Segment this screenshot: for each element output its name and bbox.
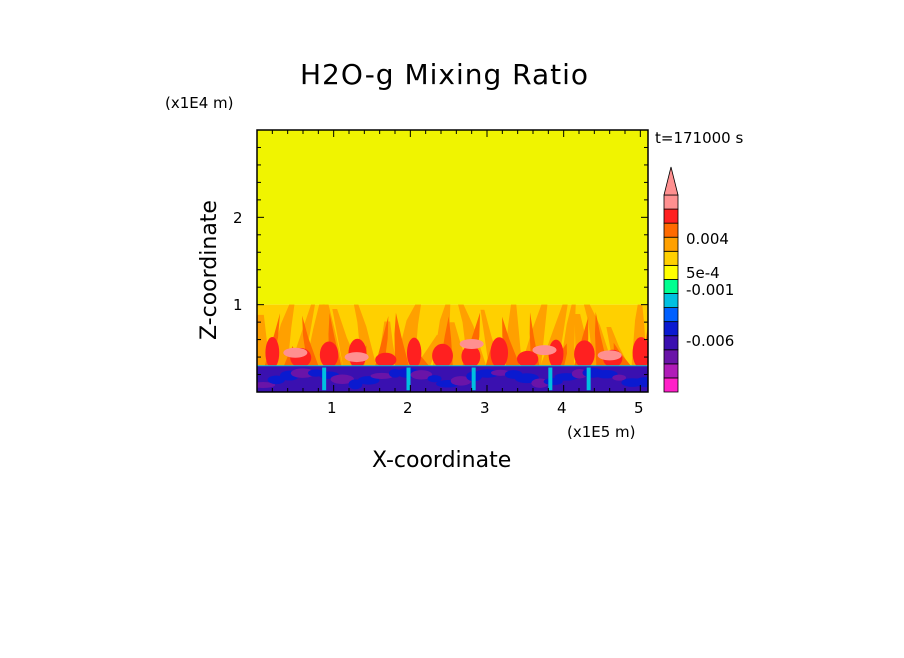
plume-max bbox=[432, 343, 453, 368]
colorbar-extend-arrow bbox=[663, 166, 679, 196]
bottom-patch bbox=[330, 374, 354, 384]
chart-title: H2O-g Mixing Ratio bbox=[300, 58, 590, 91]
bottom-patch bbox=[634, 377, 648, 388]
bottom-streak bbox=[406, 367, 411, 391]
colorbar-segment bbox=[663, 222, 679, 238]
colorbar-segment bbox=[663, 236, 679, 252]
bottom-patch bbox=[594, 369, 618, 379]
y-axis-unit: (x1E4 m) bbox=[165, 94, 234, 112]
x-tick-label: 2 bbox=[403, 399, 413, 417]
colorbar-segment bbox=[663, 194, 679, 210]
colorbar-segment bbox=[663, 307, 679, 323]
bottom-patch bbox=[427, 375, 442, 383]
bottom-patch bbox=[267, 375, 286, 385]
colorbar-segment bbox=[663, 321, 679, 337]
y-tick-label: 2 bbox=[233, 209, 243, 227]
plume-max bbox=[375, 352, 397, 367]
colorbar-segment bbox=[663, 279, 679, 294]
plume-max bbox=[406, 337, 422, 369]
colorbar-segment bbox=[663, 264, 679, 280]
field-upper-layer bbox=[257, 130, 648, 305]
colorbar-segment bbox=[663, 208, 679, 224]
bottom-patch bbox=[290, 368, 315, 378]
bottom-streak bbox=[586, 367, 591, 391]
x-axis-unit: (x1E5 m) bbox=[567, 423, 636, 441]
plume-max bbox=[574, 340, 595, 369]
colorbar-label: 0.004 bbox=[686, 230, 729, 248]
bottom-patch bbox=[612, 374, 627, 381]
plume-max bbox=[490, 337, 509, 369]
colorbar-segment bbox=[663, 377, 679, 393]
colorbar-segment bbox=[663, 335, 679, 351]
time-label: t=171000 s bbox=[655, 129, 744, 147]
x-axis-label: X-coordinate bbox=[372, 448, 512, 473]
plume-core bbox=[394, 312, 409, 366]
bottom-patch bbox=[257, 382, 276, 389]
colorbar-segment bbox=[663, 250, 679, 266]
colorbar-segment bbox=[663, 293, 679, 308]
plume-peak bbox=[459, 338, 484, 349]
colorbar-label: -0.006 bbox=[686, 332, 735, 350]
bottom-patch bbox=[410, 370, 433, 380]
plume-core bbox=[594, 311, 608, 366]
bottom-patch bbox=[450, 376, 472, 386]
bottom-streak bbox=[322, 367, 327, 391]
x-tick-label: 5 bbox=[634, 399, 644, 417]
plume-max bbox=[632, 337, 648, 369]
plume-band bbox=[353, 304, 377, 366]
colorbar-segment bbox=[663, 349, 679, 365]
bottom-streak bbox=[548, 367, 553, 391]
x-tick-label: 1 bbox=[327, 399, 337, 417]
plume-max bbox=[461, 345, 481, 368]
bottom-patch bbox=[357, 376, 380, 385]
bottom-patch bbox=[370, 372, 394, 380]
plume-peak bbox=[283, 347, 308, 358]
y-tick-label: 1 bbox=[233, 296, 243, 314]
bottom-streak bbox=[471, 367, 476, 391]
plume-max bbox=[265, 336, 280, 369]
plume-band bbox=[458, 304, 487, 366]
plume-peak bbox=[532, 345, 557, 356]
plume-max bbox=[319, 341, 339, 369]
x-tick-label: 3 bbox=[480, 399, 490, 417]
plume-peak bbox=[344, 352, 369, 363]
plume-peak bbox=[597, 350, 622, 361]
colorbar-label: -0.001 bbox=[686, 281, 735, 299]
y-axis-label: Z-coordinate bbox=[197, 200, 222, 340]
plume-max bbox=[516, 350, 539, 368]
colorbar-segment bbox=[663, 363, 679, 379]
x-tick-label: 4 bbox=[557, 399, 567, 417]
heatmap-field bbox=[257, 130, 648, 392]
colorbar-label: 5e-4 bbox=[686, 264, 720, 282]
plot-frame bbox=[256, 129, 649, 393]
